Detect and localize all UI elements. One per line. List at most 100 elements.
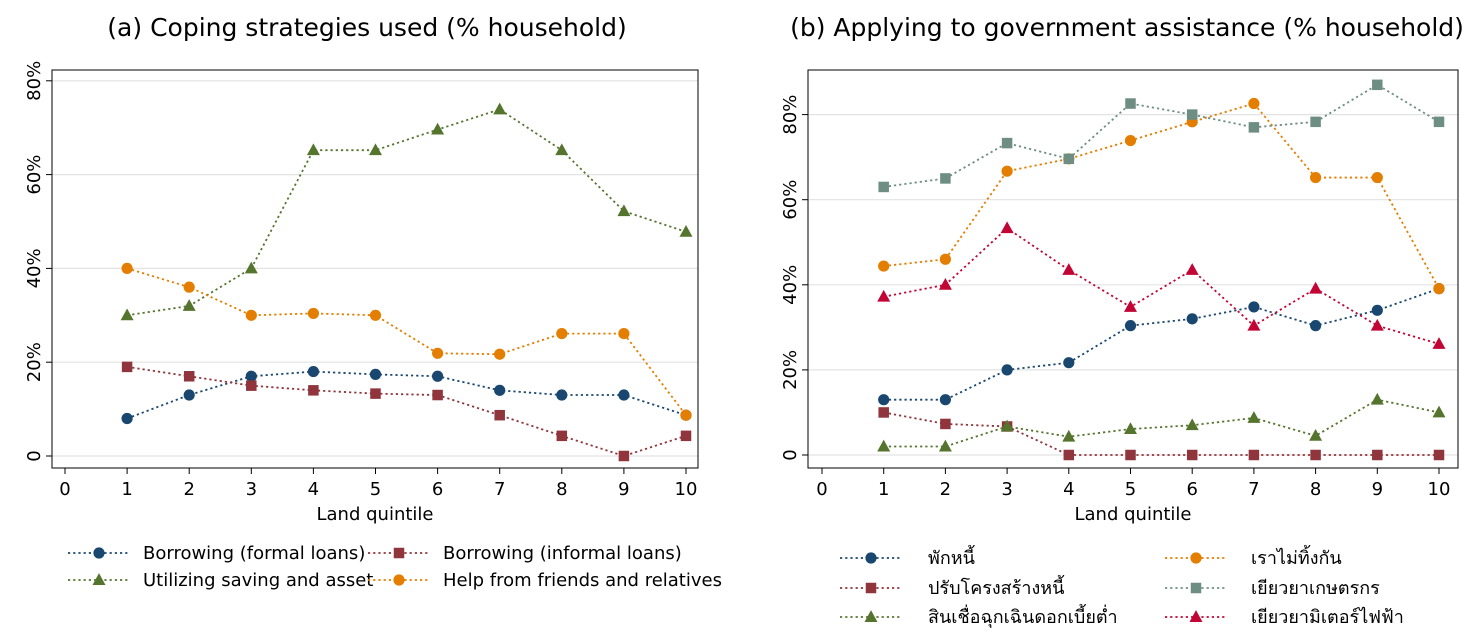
- data-point: [940, 173, 951, 184]
- legend-marker: [1190, 582, 1202, 594]
- data-point: [183, 371, 195, 382]
- legend-item: สินเชื่อฉุกเฉินดอกเบี้ยต่ำ: [840, 604, 1118, 628]
- y-tick-label: 60%: [780, 180, 801, 220]
- data-point: [1000, 419, 1014, 432]
- legend-label: เยียวยาเกษตรกร: [1251, 578, 1380, 599]
- legend-item: เยียวยาเกษตรกร: [1165, 578, 1380, 599]
- data-point: [617, 204, 631, 217]
- data-point: [307, 365, 319, 378]
- data-point: [182, 299, 196, 311]
- data-point: [680, 409, 692, 421]
- legend-item: Borrowing (informal loans): [368, 543, 682, 564]
- x-tick-label: 5: [370, 479, 381, 500]
- data-point: [369, 143, 382, 156]
- x-tick-label: 1: [121, 479, 132, 500]
- data-point: [1125, 449, 1136, 461]
- x-tick-label: 7: [1248, 479, 1259, 500]
- data-point: [1124, 300, 1137, 312]
- legend-marker: [1190, 552, 1202, 564]
- y-tick-label: 40%: [24, 248, 45, 288]
- data-point: [618, 450, 630, 462]
- data-point: [120, 308, 134, 321]
- series-line-3: [883, 398, 1440, 448]
- y-tick-label: 0: [780, 449, 801, 460]
- data-point: [494, 348, 506, 360]
- x-tick-label: 2: [183, 479, 194, 500]
- data-point: [183, 389, 195, 401]
- data-point: [1063, 153, 1075, 165]
- data-point: [939, 253, 952, 265]
- x-tick-label: 0: [59, 479, 70, 500]
- data-point: [618, 389, 630, 401]
- legend-marker: [393, 547, 405, 559]
- legend-marker: [93, 547, 105, 559]
- legend-label: ปรับโครงสร้างหนี้: [928, 575, 1065, 599]
- x-tick-label: 9: [618, 479, 629, 500]
- data-point: [1124, 320, 1137, 332]
- data-point: [1186, 449, 1198, 461]
- x-axis-label: Land quintile: [1075, 504, 1192, 525]
- data-point: [1001, 137, 1013, 149]
- x-tick-label: 0: [816, 479, 827, 500]
- data-point: [1310, 320, 1322, 332]
- data-point: [432, 347, 444, 359]
- data-point: [1062, 263, 1076, 275]
- data-point: [1248, 449, 1260, 461]
- data-point: [1186, 313, 1198, 325]
- data-point: [1063, 357, 1075, 369]
- data-point: [1433, 116, 1445, 128]
- data-point: [1124, 422, 1137, 434]
- legend-item: พักหนี้: [840, 545, 975, 569]
- data-point: [1372, 449, 1383, 461]
- x-tick-label: 3: [246, 479, 257, 500]
- y-tick-label: 40%: [780, 265, 801, 305]
- data-point: [878, 181, 889, 193]
- series-line-1: [126, 370, 687, 420]
- data-point: [679, 224, 693, 237]
- data-point: [877, 289, 891, 302]
- data-point: [306, 143, 320, 156]
- data-point: [938, 439, 952, 452]
- data-point: [1310, 116, 1321, 128]
- legend-label: Utilizing saving and asset: [143, 570, 373, 591]
- legend-label: เยียวยามิเตอร์ไฟฟ้า: [1251, 606, 1404, 628]
- data-point: [1248, 301, 1260, 313]
- data-point: [121, 412, 133, 425]
- data-point: [1433, 283, 1445, 295]
- data-point: [1062, 429, 1076, 442]
- chart-title: (b) Applying to government assistance (%…: [790, 13, 1464, 42]
- series-line-3: [126, 108, 687, 317]
- data-point: [1000, 221, 1014, 234]
- legend-label: เราไม่ทิ้งกัน: [1251, 545, 1342, 569]
- data-point: [680, 430, 692, 442]
- data-point: [431, 122, 445, 135]
- legend-item: เราไม่ทิ้งกัน: [1165, 545, 1342, 569]
- data-point: [369, 309, 382, 321]
- data-point: [1125, 98, 1136, 109]
- data-point: [245, 370, 257, 382]
- legend-item: ปรับโครงสร้างหนี้: [840, 575, 1065, 599]
- x-tick-label: 8: [556, 479, 567, 500]
- data-point: [556, 327, 568, 340]
- data-point: [370, 388, 381, 399]
- legend-label: Borrowing (formal loans): [143, 543, 365, 564]
- data-point: [1432, 337, 1446, 349]
- x-tick-label: 6: [1186, 479, 1197, 500]
- data-point: [877, 439, 891, 452]
- data-point: [432, 370, 444, 382]
- legend-marker: [393, 574, 405, 586]
- series-line-2: [126, 366, 687, 457]
- data-point: [878, 260, 890, 272]
- x-tick-label: 3: [1001, 479, 1012, 500]
- x-tick-label: 2: [940, 479, 951, 500]
- data-point: [939, 394, 952, 406]
- data-point: [1247, 411, 1261, 423]
- data-point: [1371, 304, 1383, 316]
- data-point: [555, 143, 569, 156]
- plot-frame: [807, 69, 1459, 469]
- x-axis-label: Land quintile: [317, 504, 434, 525]
- x-tick-label: 7: [494, 479, 505, 500]
- x-tick-label: 10: [1428, 479, 1451, 500]
- data-point: [1309, 281, 1323, 294]
